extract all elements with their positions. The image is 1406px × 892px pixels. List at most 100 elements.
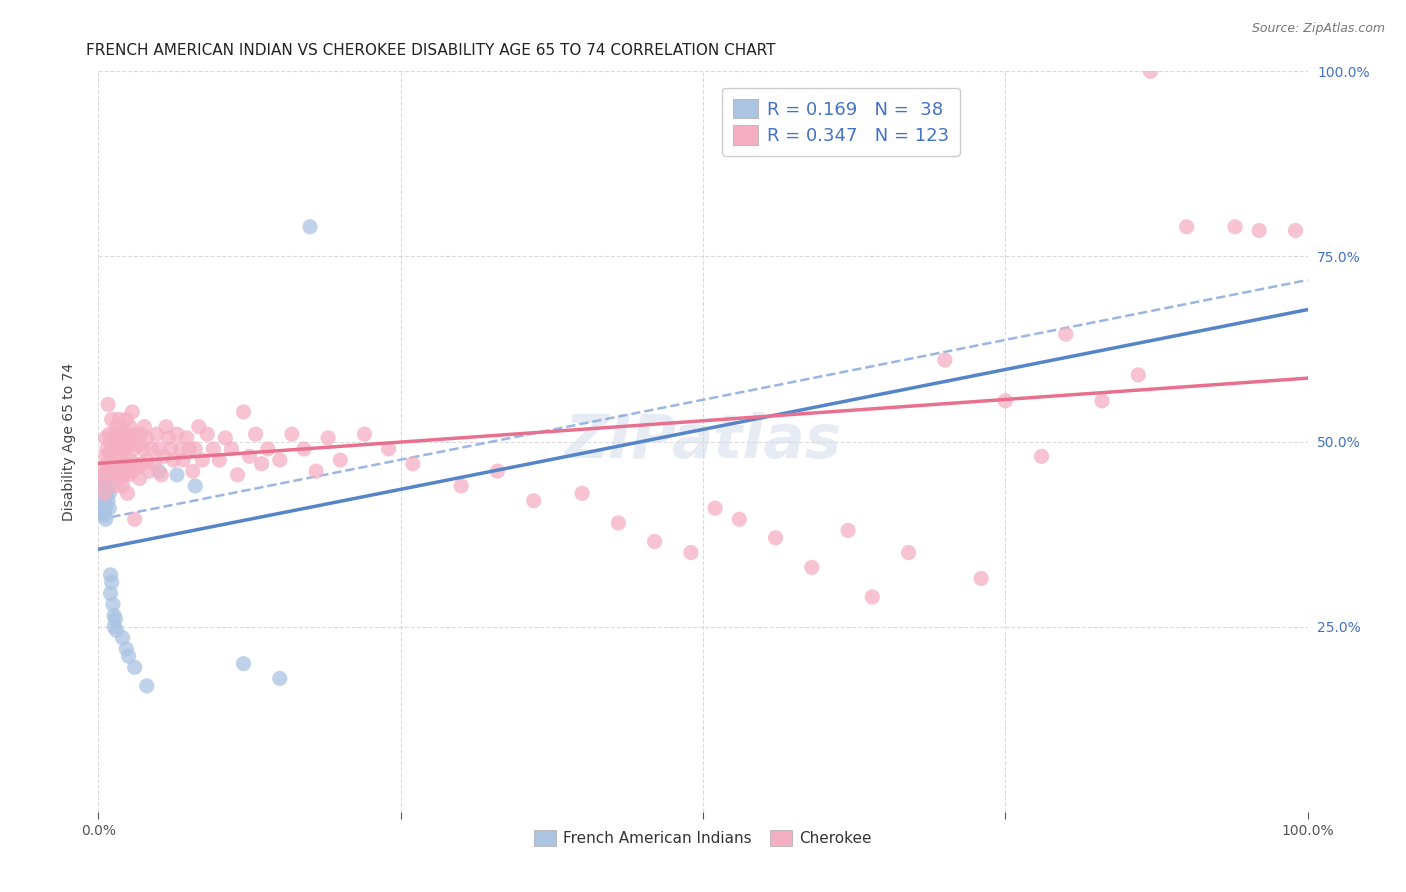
Point (100, 575, 122, 590)
Point (166, 467, 188, 482)
Point (118, 453, 141, 467)
Point (91, 460, 114, 475)
Point (187, 419, 209, 434)
Text: ZIPatlas: ZIPatlas (564, 412, 842, 471)
Point (128, 471, 150, 485)
Point (1223, 219, 1246, 234)
Point (239, 450, 262, 464)
Point (98, 486, 121, 500)
Point (644, 534, 666, 549)
Point (245, 427, 267, 442)
Point (101, 598, 124, 612)
Point (121, 405, 143, 419)
Point (292, 442, 315, 456)
Point (281, 427, 304, 442)
Point (800, 560, 823, 574)
Point (124, 457, 146, 471)
Point (125, 427, 148, 442)
Point (316, 431, 339, 445)
Point (897, 546, 920, 560)
Point (135, 453, 157, 467)
Point (1249, 223, 1271, 237)
Point (181, 464, 204, 478)
Point (108, 464, 131, 478)
Point (679, 546, 702, 560)
Point (91, 493, 114, 508)
Point (994, 393, 1017, 408)
Point (110, 471, 132, 485)
Point (108, 445, 131, 459)
Point (134, 419, 156, 434)
Point (93, 486, 115, 500)
Point (148, 464, 170, 478)
Point (111, 424, 134, 438)
Point (202, 442, 225, 456)
Point (91, 505, 114, 519)
Point (104, 442, 127, 456)
Point (1139, 64, 1161, 78)
Point (94, 501, 117, 516)
Point (232, 405, 254, 419)
Point (184, 442, 207, 456)
Point (112, 467, 135, 482)
Point (1031, 450, 1053, 464)
Point (329, 453, 352, 467)
Point (402, 457, 425, 471)
Point (269, 453, 291, 467)
Point (353, 427, 375, 442)
Point (93, 467, 115, 482)
Point (107, 467, 129, 482)
Point (104, 479, 127, 493)
Point (97, 398, 120, 412)
Point (166, 427, 188, 442)
Point (90, 498, 112, 512)
Point (94, 512, 117, 526)
Point (141, 442, 163, 456)
Point (94, 490, 117, 504)
Point (103, 457, 125, 471)
Point (100, 412, 122, 426)
Point (269, 672, 291, 686)
Point (155, 419, 177, 434)
Point (934, 353, 956, 368)
Point (121, 464, 143, 478)
Point (195, 427, 218, 442)
Point (1175, 219, 1198, 234)
Point (93, 508, 115, 523)
Point (169, 442, 191, 456)
Point (837, 524, 859, 538)
Point (148, 442, 170, 456)
Point (93, 479, 115, 493)
Point (94, 431, 117, 445)
Point (100, 586, 122, 600)
Point (103, 619, 125, 633)
Point (450, 479, 472, 493)
Point (107, 431, 129, 445)
Point (728, 512, 751, 526)
Point (127, 460, 149, 475)
Point (100, 453, 122, 467)
Point (120, 431, 142, 445)
Point (114, 442, 136, 456)
Point (97, 493, 120, 508)
Point (118, 649, 141, 664)
Point (101, 467, 124, 482)
Point (377, 442, 399, 456)
Point (1054, 327, 1077, 342)
Point (765, 531, 787, 545)
Point (256, 442, 278, 456)
Legend: French American Indians, Cherokee: French American Indians, Cherokee (529, 824, 877, 852)
Point (305, 464, 328, 478)
Point (97, 457, 120, 471)
Point (299, 219, 322, 234)
Point (110, 438, 132, 452)
Point (91, 475, 114, 490)
Point (1128, 368, 1150, 382)
Point (970, 572, 993, 586)
Point (135, 679, 157, 693)
Point (226, 467, 249, 482)
Point (96, 464, 118, 478)
Point (111, 453, 134, 467)
Y-axis label: Disability Age 65 to 74: Disability Age 65 to 74 (62, 362, 76, 521)
Point (160, 442, 183, 456)
